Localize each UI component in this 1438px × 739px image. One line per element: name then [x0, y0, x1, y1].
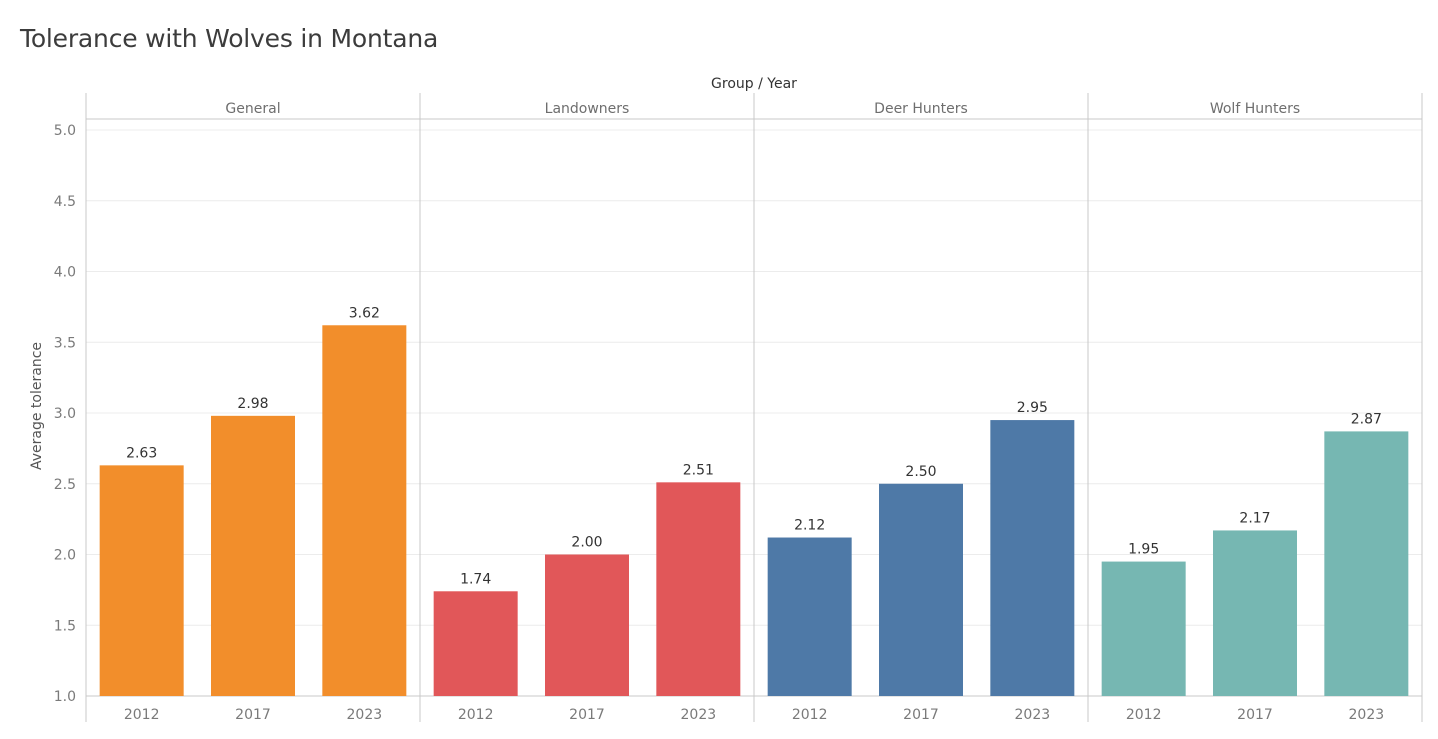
- bar-value-label: 2.50: [905, 464, 936, 480]
- x-tick-label: 2017: [235, 707, 271, 723]
- bar: [545, 554, 629, 696]
- bar-value-label: 1.74: [460, 571, 491, 587]
- bar: [99, 465, 184, 696]
- bar-value-label: 2.51: [683, 462, 714, 478]
- x-tick-label: 2012: [1126, 707, 1162, 723]
- panel-label: Landowners: [545, 101, 630, 117]
- y-tick-label: 3.5: [54, 335, 76, 351]
- y-tick-label: 4.0: [54, 265, 76, 281]
- panel-general: General 2.63 2012 2.98 2017 3.62 2023: [99, 101, 407, 723]
- panel-wolf-hunters: Wolf Hunters 1.95 2012 2.17 2017 2.87 2023: [1087, 93, 1409, 723]
- bar-value-label: 2.00: [571, 535, 602, 551]
- bar-value-label: 2.17: [1239, 510, 1270, 526]
- bar: [767, 537, 852, 696]
- panel-label: Deer Hunters: [874, 101, 968, 117]
- bar-value-label: 2.98: [237, 396, 268, 412]
- x-tick-label: 2012: [124, 707, 160, 723]
- chart-title: Tolerance with Wolves in Montana: [20, 24, 439, 53]
- bar-value-label: 2.12: [794, 518, 825, 534]
- x-tick-label: 2017: [903, 707, 939, 723]
- y-axis-title: Average tolerance: [29, 342, 45, 470]
- panel-label: General: [225, 101, 280, 117]
- bar-value-label: 1.95: [1128, 542, 1159, 558]
- bar-value-label: 2.87: [1351, 411, 1382, 427]
- y-tick-label: 3.0: [54, 406, 76, 422]
- x-tick-label: 2023: [1349, 707, 1385, 723]
- bar: [656, 482, 741, 696]
- y-tick-label: 2.5: [54, 477, 76, 493]
- x-tick-label: 2012: [792, 707, 828, 723]
- x-tick-label: 2012: [458, 707, 494, 723]
- y-axis: 1.0 1.5 2.0 2.5 3.0 3.5 4.0 4.5 5.0: [54, 123, 76, 705]
- x-tick-label: 2023: [1015, 707, 1051, 723]
- bar-value-label: 2.63: [126, 445, 157, 461]
- x-tick-label: 2017: [569, 707, 605, 723]
- bar-value-label: 3.62: [349, 305, 380, 321]
- bar: [1324, 431, 1409, 696]
- x-tick-label: 2023: [681, 707, 717, 723]
- bar: [1101, 561, 1186, 696]
- bar: [1213, 530, 1297, 696]
- y-tick-label: 1.0: [54, 689, 76, 705]
- y-tick-label: 2.0: [54, 548, 76, 564]
- panel-deer-hunters: Deer Hunters 2.12 2012 2.50 2017 2.95 2023: [753, 93, 1075, 723]
- x-tick-label: 2023: [347, 707, 383, 723]
- y-tick-label: 5.0: [54, 123, 76, 139]
- bar: [433, 591, 518, 696]
- panels: General2.6320122.9820173.622023Landowner…: [99, 93, 1409, 723]
- bar-value-label: 2.95: [1017, 400, 1048, 416]
- bar: [322, 325, 407, 696]
- y-tick-label: 4.5: [54, 194, 76, 210]
- bar: [879, 483, 963, 696]
- bar: [990, 420, 1075, 696]
- panel-landowners: Landowners 1.74 2012 2.00 2017 2.51 2023: [419, 93, 741, 723]
- y-tick-label: 1.5: [54, 618, 76, 634]
- column-header: Group / Year: [711, 76, 797, 92]
- x-tick-label: 2017: [1237, 707, 1273, 723]
- bar: [211, 415, 295, 696]
- panel-label: Wolf Hunters: [1210, 101, 1300, 117]
